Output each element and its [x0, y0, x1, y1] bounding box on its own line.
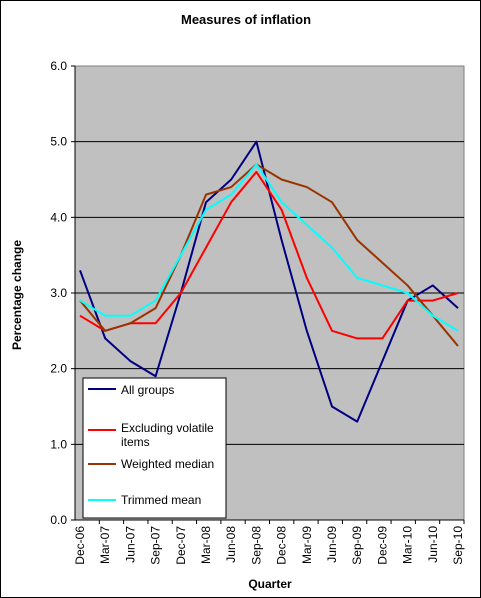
x-tick-label: Dec-07	[174, 526, 188, 565]
x-tick-label: Mar-08	[199, 526, 213, 564]
series-line-weighted-median	[79, 163, 459, 347]
x-tick-label: Jun-08	[224, 526, 238, 563]
y-tick-label: 1.0	[50, 437, 67, 451]
legend-label: Excluding volatile items	[121, 421, 214, 449]
x-tick-label: Dec-06	[73, 526, 87, 565]
x-tick-label: Jun-10	[426, 526, 440, 563]
x-axis-title: Quarter	[248, 577, 292, 591]
x-tick-label: Sep-08	[249, 526, 263, 565]
x-tick-label: Sep-09	[350, 526, 364, 565]
x-tick-label: Mar-09	[300, 526, 314, 564]
y-tick-label: 3.0	[50, 286, 67, 300]
x-tick-label: Jun-07	[123, 526, 137, 563]
x-tick-label: Sep-07	[149, 526, 163, 565]
y-tick-label: 5.0	[50, 135, 67, 149]
legend-box	[82, 377, 227, 519]
x-tick-label: Mar-10	[401, 526, 415, 564]
chart-title: Measures of inflation	[181, 12, 311, 27]
x-tick-label: Sep-10	[451, 526, 465, 565]
y-axis-title: Percentage change	[10, 240, 24, 350]
legend-label: All groups	[121, 383, 174, 397]
series-line-excluding-volatile-items	[79, 170, 459, 340]
x-tick-label: Mar-07	[98, 526, 112, 564]
y-tick-label: 6.0	[50, 59, 67, 73]
y-axis-ticks: 0.0 1.0 2.0 3.0 4.0 5.0 6.0	[50, 59, 75, 527]
series-lines	[79, 140, 459, 423]
legend: All groups Excluding volatile items Weighte…	[82, 377, 227, 519]
x-tick-label: Dec-08	[275, 526, 289, 565]
y-tick-label: 4.0	[50, 210, 67, 224]
legend-label: Weighted median	[121, 457, 214, 471]
y-tick-label: 0.0	[50, 513, 67, 527]
x-tick-label: Jun-09	[325, 526, 339, 563]
legend-label: Trimmed mean	[121, 493, 201, 507]
series-line-trimmed-mean	[79, 163, 459, 332]
x-axis-ticks: Dec-06 Mar-07 Jun-07 Sep-07 Dec-07 Mar-08 Jun-…	[73, 520, 465, 565]
x-tick-label: Dec-09	[375, 526, 389, 565]
y-tick-label: 2.0	[50, 362, 67, 376]
